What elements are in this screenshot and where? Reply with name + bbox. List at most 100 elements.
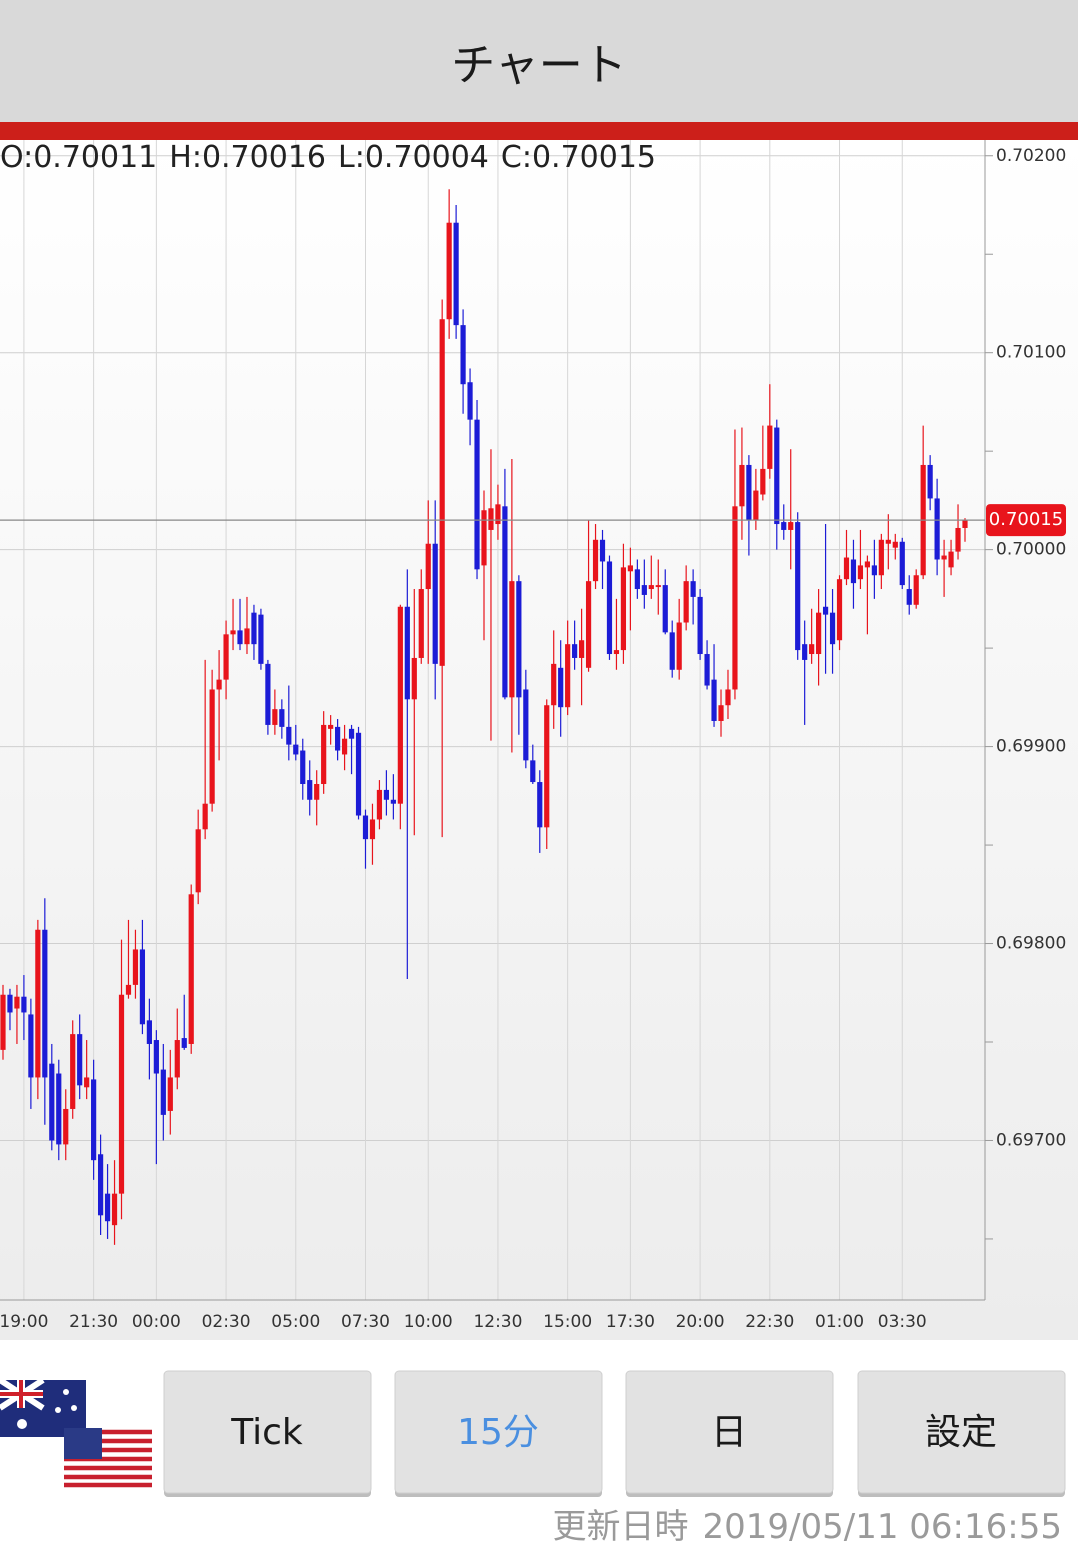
candle-body [683,581,689,623]
accent-bar [0,122,1078,140]
candle-body [718,705,724,721]
candle-body [746,464,752,521]
plot [0,140,985,1300]
candle-body [97,1154,104,1216]
candle-body [509,581,515,698]
candle-body [697,596,703,655]
candle-body [809,644,815,655]
candle-body [369,819,376,840]
candle-body [641,585,647,595]
x-tick-label: 07:30 [341,1312,390,1332]
candle-body [592,539,599,582]
button[interactable] [857,1370,1066,1494]
candle-body [829,612,836,645]
candle-body [753,490,759,521]
candle-body [711,679,717,721]
candle-body [237,630,243,645]
candle-body [91,1079,97,1161]
candle-body [948,551,954,568]
candle-body [669,632,675,670]
button-label[interactable]: 日 [711,1412,747,1453]
ohlc-key: O: [0,140,33,175]
button[interactable] [625,1370,834,1494]
flag-us-stripes [64,1429,152,1488]
candle-body [906,589,912,605]
candle-body [502,506,508,698]
candle-body [690,581,696,597]
candle-body [488,508,494,530]
button-label[interactable]: 設定 [925,1412,997,1453]
candle-body [139,949,146,1025]
candle-body [14,996,20,1009]
candle-body [21,996,27,1013]
button-label[interactable]: Tick [230,1412,303,1453]
candle-body [335,726,341,751]
candle-body [118,994,125,1194]
candle-body [578,640,585,658]
x-tick-label: 01:00 [815,1312,864,1332]
candle-body [411,657,417,700]
x-tick-label: 03:30 [878,1312,927,1332]
x-tick-label: 00:00 [132,1312,181,1332]
candle-body [774,427,780,525]
candle-body [376,789,383,820]
candle-body [523,689,529,761]
candle-body [300,750,306,785]
x-tick-label: 21:30 [69,1312,118,1332]
candle-body [49,1063,55,1141]
candle-body [160,1069,166,1115]
candle-body [209,689,215,804]
candle-body [481,510,487,566]
flag-au-star [55,1407,61,1413]
candle-body [439,319,445,666]
candle-body [634,569,640,590]
button[interactable] [394,1370,603,1494]
button-label[interactable]: 15分 [457,1412,539,1453]
updated-timestamp: 2019/05/11 06:16:55 [703,1507,1062,1547]
flag-us-canton [64,1428,102,1459]
ohlc-value: 0.70011 [33,140,157,175]
candle-body [362,815,369,840]
candle-body [850,559,857,584]
ohlc-key: H: [169,140,202,175]
candle-body [111,1193,118,1226]
candle-body [321,724,327,785]
x-tick-label: 22:30 [745,1312,794,1332]
candle-body [293,744,299,755]
candle-body [104,1193,111,1222]
candle-body [725,689,731,706]
candle-body [467,382,473,420]
candle-body [781,522,787,530]
candle-body [460,325,466,385]
candle-body [195,829,201,893]
candle-body [223,634,229,680]
candle-body [551,663,557,706]
candle-body [913,575,919,605]
flag-au-cross [0,1380,43,1408]
candle-body [606,561,613,655]
candle-body [307,780,313,800]
candle-body [767,425,773,469]
candle-body [704,654,710,686]
candle-body [802,644,808,660]
candle-body [899,541,905,586]
candle-body [544,705,550,828]
button[interactable] [163,1370,372,1494]
candle-body [516,581,522,698]
candle-body [397,606,403,804]
updated-label: 更新日時 [553,1507,689,1547]
candle-body [558,667,564,708]
chart-background [0,140,1078,1340]
candle-body [816,612,822,655]
candle-body [537,782,543,828]
candle-body [425,543,431,590]
candle-body [202,803,208,830]
candle-body [355,732,362,816]
candle-body [390,799,396,804]
candle-body [857,565,864,580]
ohlc-key: C: [501,140,532,175]
y-tick-label: 0.70200 [996,146,1066,166]
candle-body [788,522,794,530]
candle-body [28,1014,34,1078]
